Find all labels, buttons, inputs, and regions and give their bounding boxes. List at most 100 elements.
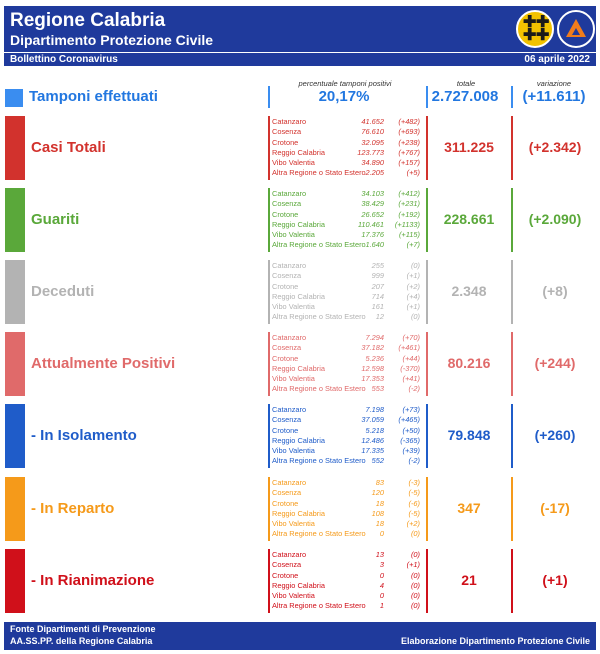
stat-section: Attualmente Positivi Catanzaro 7.294 (+70) C…: [0, 332, 600, 396]
section-label: - In Isolamento: [31, 427, 137, 444]
province-value: 207: [371, 281, 384, 291]
province-name: Altra Regione o Stato Estero: [272, 456, 366, 466]
province-value: 553: [371, 384, 384, 394]
province-name: Reggio Calabria: [272, 147, 325, 157]
stat-section: Deceduti Catanzaro 255 (0) Cosenza 999 (+1) Cro…: [0, 260, 600, 324]
credit-line: Elaborazione Dipartimento Protezione Civ…: [400, 636, 590, 646]
province-value: 3: [379, 560, 384, 570]
province-list: Catanzaro 34.103 (+412) Cosenza 38.429 (+231)…: [272, 189, 424, 251]
province-value: 83: [375, 478, 384, 487]
province-name: Altra Regione o Stato Estero: [272, 240, 366, 250]
tamponi-label: Tamponi effettuati: [29, 88, 158, 105]
stat-section: - In Rianimazione Catanzaro 13 (0) Cosenza 3 (…: [0, 549, 600, 613]
section-total: 311.225: [444, 139, 494, 155]
province-name: Vibo Valentia: [272, 158, 315, 168]
province-row: Catanzaro 255 (0): [272, 261, 424, 271]
province-delta: (+5): [406, 168, 420, 178]
divider: [511, 477, 513, 541]
section-variation: (+244): [534, 355, 576, 371]
section-variation: (+2.342): [528, 139, 582, 155]
section-swatch: [5, 549, 25, 613]
total-column-header: totale: [456, 79, 476, 88]
divider: [268, 477, 270, 541]
province-name: Vibo Valentia: [272, 302, 315, 312]
province-value: 161: [371, 302, 384, 312]
variation-column-header: variazione: [536, 79, 572, 88]
province-value: 110.461: [357, 219, 384, 229]
province-name: Crotone: [272, 498, 299, 508]
province-name: Altra Regione o Stato Estero: [272, 601, 366, 611]
province-row: Catanzaro 7.294 (+70): [272, 333, 424, 343]
province-delta: (+157): [398, 158, 420, 168]
divider: [426, 188, 428, 252]
province-name: Catanzaro: [272, 261, 307, 270]
divider: [268, 404, 270, 468]
section-variation: (+1): [542, 572, 568, 588]
stat-section: Guariti Catanzaro 34.103 (+412) Cosenza 38.42…: [0, 188, 600, 252]
divider: [268, 86, 270, 108]
province-value: 5.218: [365, 425, 385, 435]
province-value: 18: [375, 498, 384, 508]
province-delta: (+1): [406, 271, 420, 281]
province-name: Cosenza: [272, 415, 302, 425]
province-row: Cosenza 37.059 (+465): [272, 415, 424, 425]
province-value: 5.236: [365, 353, 385, 363]
divider: [511, 332, 513, 396]
province-name: Altra Regione o Stato Estero: [272, 312, 366, 322]
province-delta: (+192): [398, 209, 420, 219]
province-row: Altra Regione o Stato Estero 1 (0): [272, 601, 424, 611]
province-row: Cosenza 76.610 (+693): [272, 127, 424, 137]
divider: [268, 549, 270, 613]
province-delta: (-365): [400, 435, 420, 445]
province-row: Altra Regione o Stato Estero 552 (-2): [272, 456, 424, 466]
province-name: Altra Regione o Stato Estero: [272, 529, 366, 539]
protezione-civile-logo-icon: [557, 10, 595, 48]
province-delta: (+231): [398, 199, 420, 209]
province-value: 17.353: [361, 374, 384, 384]
province-row: Reggio Calabria 12.598 (-370): [272, 364, 424, 374]
page-header: Regione Calabria Dipartimento Protezione…: [4, 6, 596, 52]
province-row: Vibo Valentia 18 (+2): [272, 519, 424, 529]
province-value: 34.890: [361, 158, 384, 168]
province-row: Altra Regione o Stato Estero 12 (0): [272, 312, 424, 322]
province-value: 108: [371, 508, 384, 518]
province-delta: (+1133): [394, 219, 420, 229]
province-row: Reggio Calabria 108 (-5): [272, 509, 424, 519]
divider: [426, 116, 428, 180]
divider: [426, 477, 428, 541]
province-row: Cosenza 120 (-5): [272, 488, 424, 498]
province-delta: (-5): [408, 488, 421, 498]
province-delta: (0): [410, 312, 420, 322]
divider: [511, 116, 513, 180]
province-value: 17.335: [361, 446, 384, 456]
section-total: 347: [457, 500, 481, 516]
province-value: 1: [379, 601, 384, 611]
province-delta: (-370): [400, 363, 420, 373]
province-value: 12.598: [361, 363, 384, 373]
province-delta: (+1): [406, 560, 420, 570]
province-row: Altra Regione o Stato Estero 553 (-2): [272, 384, 424, 394]
province-delta: (0): [410, 529, 420, 539]
province-row: Reggio Calabria 714 (+4): [272, 292, 424, 302]
source-line-1: Fonte Dipartimenti di Prevenzione: [10, 624, 156, 634]
province-row: Reggio Calabria 123.773 (+767): [272, 148, 424, 158]
source-line-2: AA.SS.PP. della Regione Calabria: [10, 636, 153, 646]
province-name: Vibo Valentia: [272, 446, 315, 456]
province-name: Catanzaro: [272, 189, 307, 198]
tamponi-total: 2.727.008: [431, 88, 499, 105]
stat-section: - In Isolamento Catanzaro 7.198 (+73) Cosenz…: [0, 404, 600, 468]
province-row: Vibo Valentia 17.335 (+39): [272, 446, 424, 456]
province-name: Vibo Valentia: [272, 591, 315, 601]
province-delta: (+7): [406, 240, 420, 250]
province-row: Crotone 207 (+2): [272, 282, 424, 292]
province-name: Cosenza: [272, 343, 302, 353]
province-value: 18: [375, 519, 384, 529]
province-name: Crotone: [272, 570, 299, 580]
province-name: Reggio Calabria: [272, 363, 325, 373]
tamponi-positive-pct: 20,17%: [318, 88, 370, 105]
province-row: Crotone 26.652 (+192): [272, 210, 424, 220]
province-row: Altra Regione o Stato Estero 1.640 (+7): [272, 240, 424, 250]
section-swatch: [5, 477, 25, 541]
province-delta: (-6): [408, 498, 421, 508]
province-row: Cosenza 37.182 (+461): [272, 343, 424, 353]
